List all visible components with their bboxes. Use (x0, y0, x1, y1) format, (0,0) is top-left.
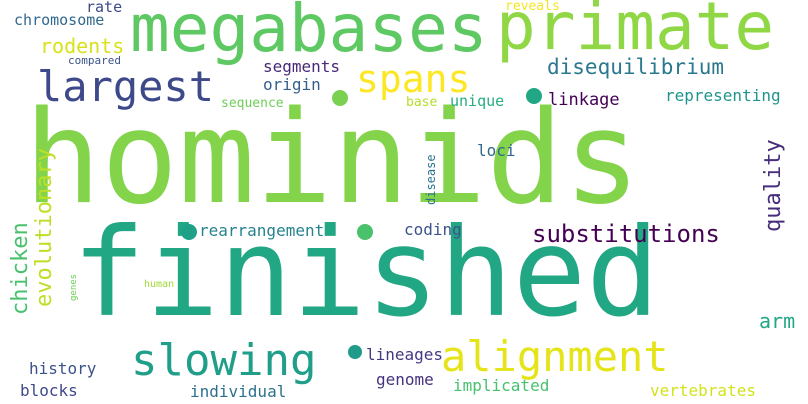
word-rearrangement: rearrangement (199, 221, 325, 240)
word-largest: largest (37, 62, 215, 111)
dot (357, 224, 373, 240)
word-individual: individual (190, 382, 287, 401)
word-substitutions: substitutions (532, 220, 720, 248)
word-segments: segments (263, 57, 341, 76)
word-compared: compared (68, 54, 121, 67)
word-disequilibrium: disequilibrium (547, 55, 725, 79)
word-human: human (144, 279, 175, 290)
word-slowing: slowing (131, 335, 317, 386)
word-genes: genes (69, 273, 79, 301)
word-rate: rate (86, 0, 123, 16)
word-unique: unique (450, 92, 505, 110)
dot (332, 90, 348, 106)
dot (181, 224, 197, 240)
word-megabases: megabases (130, 0, 488, 67)
word-arm: arm (759, 309, 796, 333)
word-rodents: rodents (40, 34, 125, 58)
word-implicated: implicated (453, 376, 550, 395)
word-coding: coding (404, 220, 462, 239)
word-spans: spans (356, 57, 471, 101)
word-base: base (406, 95, 438, 110)
word-origin: origin (263, 75, 321, 94)
word-loci: loci (477, 141, 516, 160)
word-linkage: linkage (548, 90, 620, 110)
word-genome: genome (376, 370, 434, 389)
word-reveals: reveals (505, 0, 560, 14)
word-quality: quality (761, 139, 786, 232)
word-primate: primate (496, 0, 775, 65)
word-history: history (29, 359, 97, 378)
word-lineages: lineages (366, 345, 444, 364)
word-chicken: chicken (8, 222, 33, 315)
dot (348, 345, 362, 359)
word-evolutionary: evolutionary (32, 148, 57, 307)
word-representing: representing (665, 86, 781, 105)
word-blocks: blocks (20, 381, 78, 400)
word-disease: disease (424, 154, 438, 205)
dot (526, 88, 542, 104)
word-sequence: sequence (221, 96, 284, 111)
word-chromosome: chromosome (14, 11, 105, 29)
word-alignment: alignment (441, 332, 669, 381)
word-vertebrates: vertebrates (650, 381, 756, 400)
word-hominids: hominids (24, 84, 641, 233)
